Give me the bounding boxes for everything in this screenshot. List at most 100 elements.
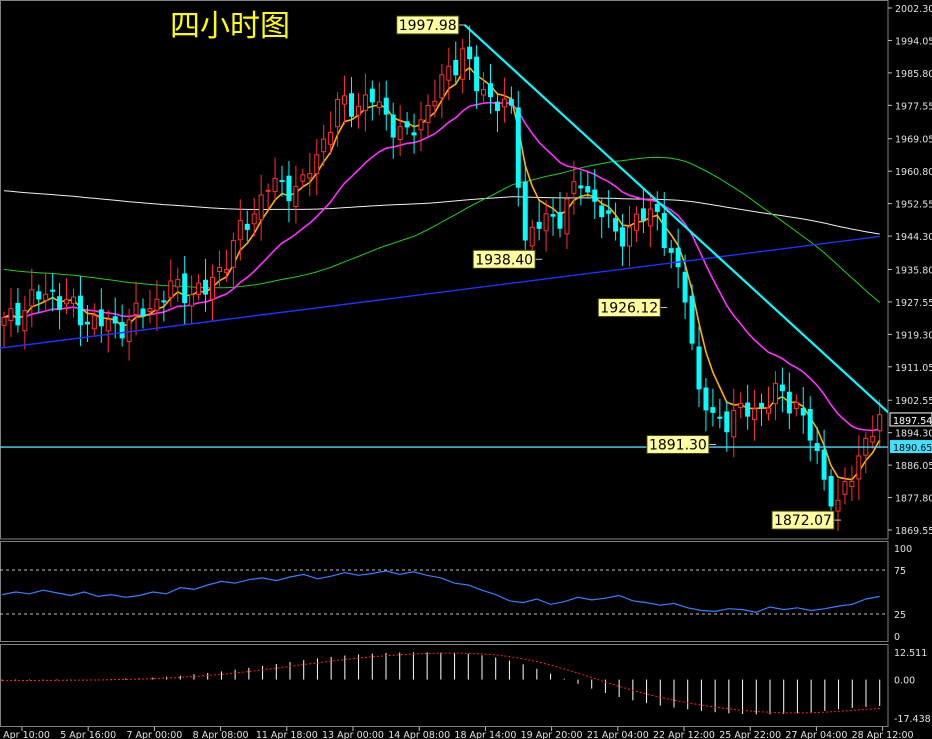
candle-body [272, 178, 278, 193]
candle [446, 47, 452, 101]
price-annotation: 1938.40 [472, 249, 543, 269]
price-tick-label: 1935.80 [895, 265, 932, 276]
price-annotation: 1926.12 [597, 298, 668, 318]
candle-body [745, 402, 751, 417]
candle-body [647, 208, 653, 227]
candle-body [578, 185, 584, 189]
candle [599, 199, 605, 239]
candle [418, 101, 424, 152]
candle-body [599, 205, 605, 218]
candle-body [77, 295, 83, 326]
resistance-trendline [463, 24, 889, 414]
candle [349, 77, 354, 128]
candle-body [293, 185, 299, 208]
candle-body [731, 409, 737, 438]
price-annotations: 1997.98 1938.40 1926.12 1891.30 1872.07 [396, 15, 841, 530]
time-tick-label: 28 Apr 12:00 [852, 730, 914, 739]
time-tick-label: 5 Apr 16:00 [60, 730, 116, 739]
price-tick-label: 1985.80 [895, 69, 932, 80]
candle-body [369, 88, 375, 103]
time-tick-label: 14 Apr 08:00 [388, 730, 450, 739]
candle-body [112, 316, 118, 324]
candle [335, 92, 341, 147]
time-axis: 4 Apr 10:00 5 Apr 16:00 7 Apr 00:00 8 Apr 0… [0, 727, 914, 739]
candle-body [71, 296, 76, 304]
candle-body [640, 208, 646, 221]
candle-body [439, 74, 445, 99]
candle [696, 325, 702, 408]
candle [203, 258, 209, 312]
candle [321, 124, 327, 166]
candle-body [821, 449, 827, 480]
candle-body [717, 416, 723, 419]
candle [390, 102, 396, 159]
candle [578, 170, 584, 206]
candle [585, 171, 591, 199]
price-tick-label: 1977.55 [895, 101, 932, 112]
candle [355, 92, 361, 129]
candle [870, 415, 876, 449]
candle [731, 388, 737, 458]
price-tick-label: 1994.05 [895, 36, 932, 47]
candle-body [50, 289, 56, 292]
candle-body [661, 212, 667, 248]
candle [112, 297, 118, 339]
candle-body [140, 308, 146, 317]
candle-body [786, 391, 792, 414]
candle [724, 401, 730, 452]
rsi-tick-label: 100 [894, 544, 912, 555]
rsi-line [1, 570, 880, 613]
candle-body [189, 294, 195, 307]
candle-body [564, 198, 570, 235]
candle-body [300, 174, 306, 182]
candle [91, 303, 97, 336]
current-price-label: 1897.54 [893, 416, 932, 427]
candle [613, 202, 619, 241]
time-tick-label: 19 Apr 20:00 [521, 730, 583, 739]
candle [481, 71, 487, 102]
rsi-tick-label: 0 [894, 632, 900, 643]
candle [877, 399, 883, 448]
candle [488, 64, 493, 114]
candle-body [57, 296, 63, 310]
candle [182, 256, 188, 325]
candle [411, 113, 417, 154]
annotation-box [771, 510, 835, 530]
candle-body [703, 387, 709, 411]
candle-body [474, 56, 480, 92]
osc-tick-label: 12.511 [894, 648, 927, 659]
candle-body [585, 186, 591, 193]
rsi-panel-frame [0, 541, 889, 642]
price-tick-label: 1969.05 [895, 135, 932, 146]
candle [383, 80, 389, 131]
candle [793, 394, 799, 417]
time-tick-label: 7 Apr 00:00 [126, 730, 182, 739]
candle-body [237, 220, 243, 241]
time-tick-label: 4 Apr 10:00 [0, 730, 50, 739]
candle-body [244, 223, 250, 230]
annotation-box [472, 249, 536, 269]
candle [22, 295, 28, 350]
annotation-label: 1938.40 [475, 252, 533, 268]
current-price-box [889, 412, 932, 427]
osc-tick-label: 0.00 [894, 676, 915, 687]
candle [133, 281, 139, 336]
candle [494, 93, 500, 133]
time-tick-label: 18 Apr 14:00 [454, 730, 516, 739]
price-tick-label: 1877.80 [895, 494, 932, 505]
candle-body [627, 226, 632, 247]
candle-body [842, 481, 848, 495]
candle-body [223, 269, 229, 273]
candle-body [335, 98, 341, 128]
candle-body [835, 499, 841, 512]
candle-body [43, 293, 49, 301]
candle [564, 192, 570, 249]
annotation-label: 1926.12 [600, 301, 658, 317]
sma-long-line [3, 156, 881, 303]
candle-body [161, 300, 167, 303]
hline-price-label: 1890.65 [893, 443, 932, 454]
candle-body [196, 282, 202, 295]
candle-body [654, 203, 660, 212]
candle [849, 465, 855, 501]
candle [279, 165, 285, 197]
